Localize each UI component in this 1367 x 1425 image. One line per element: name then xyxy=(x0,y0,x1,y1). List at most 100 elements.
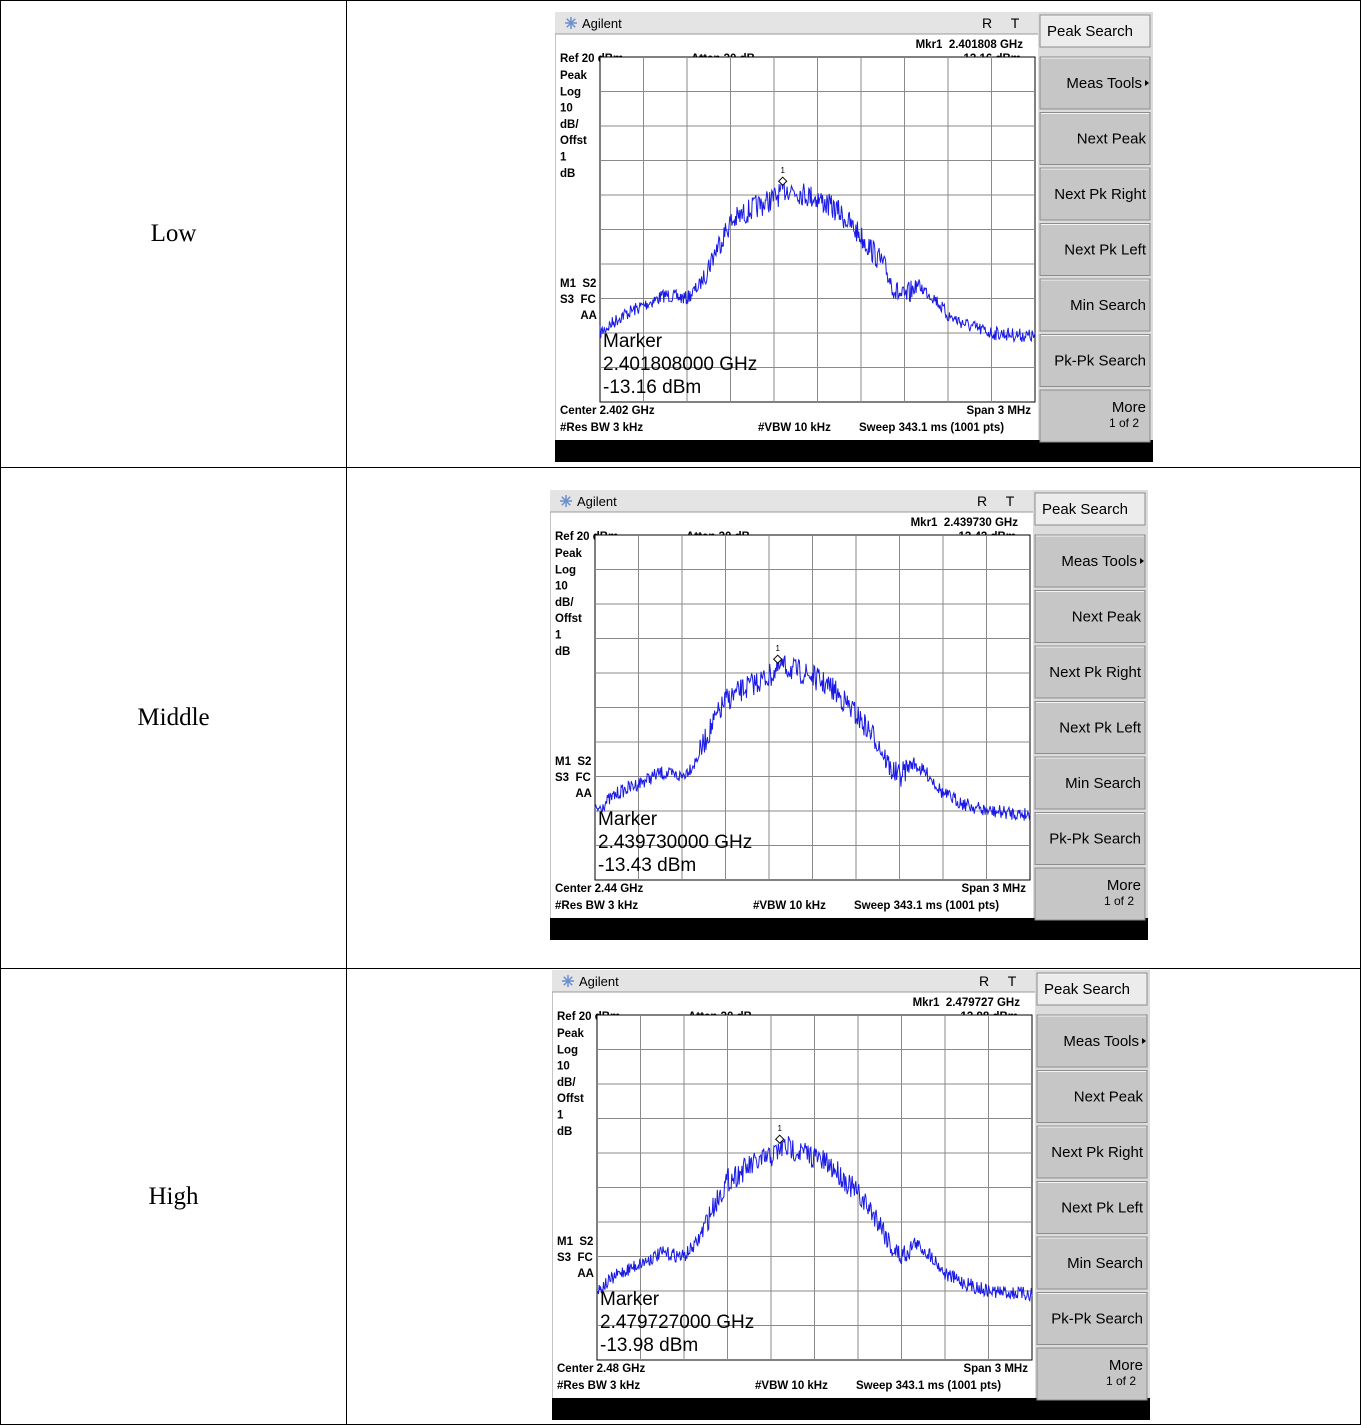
brand: Agilent xyxy=(577,494,617,509)
status-r: R xyxy=(979,973,989,989)
softkey-label: Next Peak xyxy=(1072,609,1142,626)
rbw: #Res BW 3 kHz xyxy=(560,422,643,434)
vbw: #VBW 10 kHz xyxy=(758,422,831,434)
softkey-page: 1 of 2 xyxy=(1104,894,1134,908)
softkey-label: Peak Search xyxy=(1042,501,1128,518)
scale-label: 1 xyxy=(557,1110,564,1122)
marker-id: 1 xyxy=(777,1124,782,1133)
softkey-page: 1 of 2 xyxy=(1109,416,1139,430)
scale-label: Peak xyxy=(557,1028,584,1040)
span: Span 3 MHz xyxy=(963,1363,1028,1375)
status-bar xyxy=(550,918,1148,940)
center-freq: Center 2.44 GHz xyxy=(555,883,643,895)
softkey-label: Peak Search xyxy=(1047,23,1133,40)
softkey-label: Next Pk Right xyxy=(1049,664,1142,681)
scale-label: Offst xyxy=(555,613,582,625)
scale-label: dB/ xyxy=(555,597,574,609)
status-label: AA xyxy=(577,1268,594,1280)
softkey-label: Next Pk Left xyxy=(1059,720,1142,737)
softkey-label: More xyxy=(1112,399,1146,416)
analyzer-screen: AgilentRTMkr1 2.479727 GHz-13.98 dBmRef … xyxy=(552,970,1150,1420)
softkey-label: Meas Tools xyxy=(1063,1033,1139,1050)
scale-label: dB xyxy=(555,646,570,658)
rbw: #Res BW 3 kHz xyxy=(555,900,638,912)
softkey-label: Pk-Pk Search xyxy=(1051,1311,1143,1328)
softkey-label: Pk-Pk Search xyxy=(1054,353,1146,370)
sweep: Sweep 343.1 ms (1001 pts) xyxy=(856,1380,1001,1392)
page: LowAgilentRTMkr1 2.401808 GHz-13.16 dBmR… xyxy=(0,0,1367,1425)
status-label: S3 FC xyxy=(560,294,596,306)
marker-id: 1 xyxy=(780,166,785,175)
status-t: T xyxy=(1008,973,1017,989)
status-bar xyxy=(552,1398,1150,1420)
title-bar xyxy=(555,12,1038,34)
softkey-label: More xyxy=(1109,1357,1143,1374)
sweep: Sweep 343.1 ms (1001 pts) xyxy=(854,900,999,912)
status-label: M1 S2 xyxy=(560,278,596,290)
status-label: S3 FC xyxy=(557,1252,593,1264)
softkey-page: 1 of 2 xyxy=(1106,1374,1136,1388)
row-label: Low xyxy=(1,1,347,467)
marker-info: Marker xyxy=(598,809,658,830)
scale-label: 1 xyxy=(560,152,567,164)
vbw: #VBW 10 kHz xyxy=(753,900,826,912)
softkey-label: Pk-Pk Search xyxy=(1049,831,1141,848)
scale-label: Offst xyxy=(557,1093,584,1105)
marker-info: -13.43 dBm xyxy=(598,855,696,876)
brand: Agilent xyxy=(582,16,622,31)
scale-label: 10 xyxy=(560,103,573,115)
row-label: Middle xyxy=(1,468,347,968)
scale-label: 10 xyxy=(555,581,568,593)
rbw: #Res BW 3 kHz xyxy=(557,1380,640,1392)
softkey-label: Min Search xyxy=(1065,775,1141,792)
status-label: S3 FC xyxy=(555,772,591,784)
marker-id: 1 xyxy=(775,644,780,653)
softkey-label: Next Pk Left xyxy=(1061,1200,1144,1217)
softkey-label: Next Pk Left xyxy=(1064,242,1147,259)
scale-label: Peak xyxy=(560,70,587,82)
softkey-label: Meas Tools xyxy=(1061,553,1137,570)
status-label: M1 S2 xyxy=(555,756,591,768)
scale-label: dB/ xyxy=(557,1077,576,1089)
vbw: #VBW 10 kHz xyxy=(755,1380,828,1392)
center-freq: Center 2.48 GHz xyxy=(557,1363,645,1375)
marker-readout: Mkr1 2.439730 GHz xyxy=(911,517,1019,529)
row-label: High xyxy=(1,969,347,1424)
softkey-label: Next Peak xyxy=(1077,131,1147,148)
status-t: T xyxy=(1006,493,1015,509)
status-label: AA xyxy=(575,788,592,800)
softkey-label: Min Search xyxy=(1070,297,1146,314)
status-label: AA xyxy=(580,310,597,322)
softkey-label: More xyxy=(1107,877,1141,894)
marker-readout: Mkr1 2.479727 GHz xyxy=(913,997,1021,1009)
status-r: R xyxy=(982,15,992,31)
scale-label: 1 xyxy=(555,630,562,642)
marker-readout: Mkr1 2.401808 GHz xyxy=(916,39,1024,51)
span: Span 3 MHz xyxy=(961,883,1026,895)
scale-label: Log xyxy=(555,564,576,576)
scale-label: dB/ xyxy=(560,119,579,131)
softkey-label: Next Peak xyxy=(1074,1089,1144,1106)
marker-info: Marker xyxy=(600,1289,660,1310)
scale-label: dB xyxy=(557,1126,572,1138)
marker-info: 2.479727000 GHz xyxy=(600,1312,754,1333)
status-bar xyxy=(555,440,1153,462)
marker-info: -13.98 dBm xyxy=(600,1335,698,1356)
softkey-label: Peak Search xyxy=(1044,981,1130,998)
scale-label: Peak xyxy=(555,548,582,560)
marker-info: 2.401808000 GHz xyxy=(603,354,757,375)
scale-label: Log xyxy=(557,1044,578,1056)
title-bar xyxy=(550,490,1033,512)
status-t: T xyxy=(1011,15,1020,31)
softkey-label: Next Pk Right xyxy=(1054,186,1147,203)
softkey-label: Min Search xyxy=(1067,1255,1143,1272)
softkey-label: Meas Tools xyxy=(1066,75,1142,92)
scale-label: 10 xyxy=(557,1061,570,1073)
scale-label: Log xyxy=(560,86,581,98)
softkey-label: Next Pk Right xyxy=(1051,1144,1144,1161)
marker-info: Marker xyxy=(603,331,663,352)
scale-label: Offst xyxy=(560,135,587,147)
span: Span 3 MHz xyxy=(966,405,1031,417)
